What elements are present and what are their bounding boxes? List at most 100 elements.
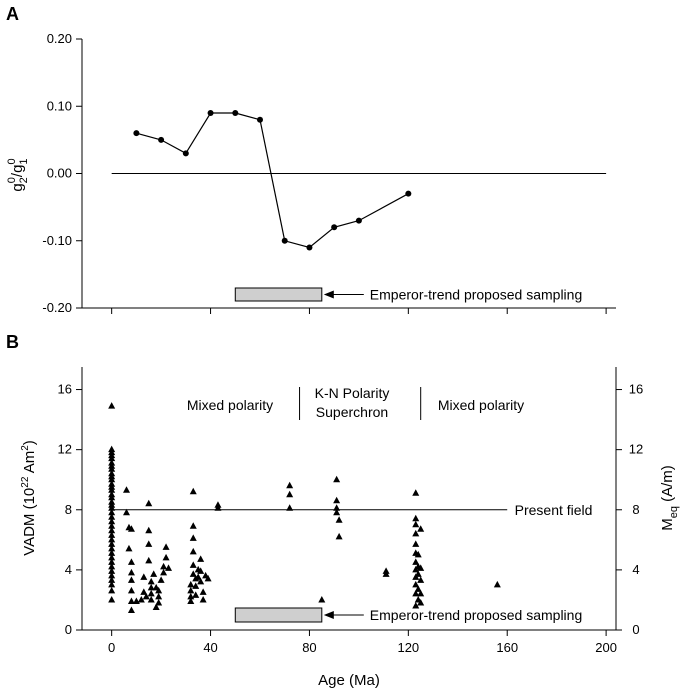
panel-b-data-point: [412, 558, 420, 565]
panel-b-data-point: [147, 595, 155, 603]
panel-b-data-point: [189, 522, 197, 529]
panel-b-y-tick-label-left: 12: [58, 442, 72, 457]
panel-b-data-point: [157, 576, 165, 583]
panel-b-points: [108, 402, 501, 613]
panel-b-data-point: [335, 532, 343, 540]
panel-b-data-point: [333, 508, 341, 516]
panel-b-data-point: [140, 573, 148, 580]
panel-b-x-tick-label: 80: [302, 640, 316, 655]
panel-b-data-point: [199, 588, 207, 595]
panel-b-data-point: [417, 589, 425, 597]
panel-b-data-point: [382, 570, 390, 577]
panel-b-data-point: [108, 517, 116, 525]
panel-a-points: [133, 109, 412, 251]
panel-a-data-point: [133, 130, 140, 137]
panel-b-x-tick-label: 200: [595, 640, 617, 655]
panel-a-ylabel-g1: g: [9, 165, 26, 173]
panel-b-data-point: [127, 606, 135, 613]
panel-b-y-tick-label-right: 16: [629, 382, 643, 397]
panel-a-y-tick-label: 0.10: [47, 98, 72, 113]
panel-b-data-point: [204, 574, 212, 582]
panel-b-data-point: [145, 556, 153, 564]
panel-a-series-line: [136, 112, 409, 249]
panel-b-y-tick-label-right: 12: [629, 442, 643, 457]
panel-b-data-point: [108, 576, 116, 583]
panel-b-data-point: [140, 588, 148, 595]
panel-b-letter: B: [6, 332, 19, 352]
panel-b-data-point: [412, 520, 420, 528]
panel-b-right-ylabel-rest: (A/m): [659, 465, 676, 506]
panel-b-data-point: [412, 540, 420, 547]
panel-a-ylabel-sub2: 2: [18, 177, 30, 183]
panel-a-data-point: [182, 150, 189, 157]
panel-b-data-point: [187, 597, 195, 604]
panel-b-data-point: [318, 595, 326, 603]
panel-b-data-point: [150, 570, 158, 577]
panel-b-data-point: [108, 508, 116, 516]
panel-b-data-point: [145, 540, 153, 547]
panel-b-y-axis-title: VADM (1022 Am2): [20, 440, 38, 556]
panel-a-ylabel-sub1: 1: [18, 158, 30, 164]
panel-b-x-axis-title: Age (Ma): [318, 672, 380, 689]
panel-b-x-tick-label: 0: [108, 640, 115, 655]
panel-a-ylabel-slash: /: [9, 172, 26, 177]
panel-a-data-point: [306, 244, 313, 251]
panel-b-y-ticks-left: 0 4 8 12 16: [58, 382, 82, 637]
panel-b-data-point: [414, 570, 422, 577]
panel-b-data-point: [187, 586, 195, 594]
panel-b-data-point: [108, 402, 116, 409]
panel-b-data-point: [108, 544, 116, 552]
panel-b-data-point: [145, 499, 153, 507]
panel-a-y-tick-label: -0.20: [42, 300, 72, 315]
panel-b-data-point: [286, 490, 294, 498]
panel-a-y-axis-title: g20/g10: [6, 158, 30, 191]
panel-b-data-point: [108, 513, 116, 520]
panel-b-data-point: [123, 486, 130, 493]
panel-b-arrow-head: [323, 611, 334, 619]
panel-b-data-point: [214, 504, 222, 511]
panel-b-data-point: [165, 564, 173, 571]
panel-b-data-point: [142, 592, 150, 600]
panel-b-data-point: [108, 531, 116, 538]
panel-b-data-point: [335, 516, 343, 523]
panel-b-data-point: [155, 586, 163, 594]
panel-b-data-point: [108, 475, 116, 483]
panel-b-data-point: [127, 525, 135, 532]
panel-b-data-point: [108, 562, 116, 570]
panel-b-ylabel-close: ): [21, 440, 38, 445]
panel-b-data-point: [127, 576, 135, 583]
panel-b-y-ticks-right: 0 4 8 12 16: [616, 382, 643, 637]
panel-b-x-tick-label: 160: [496, 640, 518, 655]
panel-b-data-point: [108, 580, 116, 588]
panel-b-y-tick-label-left: 16: [58, 382, 72, 397]
panel-b-data-point: [189, 561, 197, 568]
panel-b-data-point: [286, 481, 294, 489]
panel-b-data-point: [147, 577, 155, 585]
panel-b-data-point: [417, 576, 425, 583]
panel-a-data-point: [158, 136, 165, 143]
panel-a-letter: A: [6, 4, 19, 24]
panel-b-right-ylabel-sub: eq: [668, 506, 680, 518]
panel-b-ylabel-rest: Am: [21, 451, 38, 477]
panel-b-data-point: [127, 558, 135, 565]
panel-b-ylabel-sup2: 2: [20, 445, 31, 451]
panel-b-data-point: [192, 591, 200, 598]
panel-b-data-point: [333, 475, 341, 483]
panel-b-data-point: [108, 571, 116, 579]
panel-b-data-point: [152, 603, 160, 610]
panel-a-data-point: [405, 190, 412, 197]
panel-b-data-point: [108, 522, 116, 529]
panel-a-data-point: [331, 224, 338, 231]
panel-b-y-tick-label-right: 0: [632, 622, 639, 637]
panel-b-data-point: [417, 525, 425, 532]
panel-b-data-point: [108, 567, 116, 574]
panel-b-data-point: [189, 487, 197, 495]
panel-b-x-tick-label: 120: [397, 640, 419, 655]
panel-b-y-tick-label-left: 0: [65, 622, 72, 637]
panel-b-data-point: [194, 573, 202, 580]
panel-b-data-point: [155, 592, 163, 600]
panel-b-data-point: [189, 547, 197, 555]
panel-b-data-point: [192, 582, 200, 589]
panel-a-data-point: [281, 237, 288, 244]
